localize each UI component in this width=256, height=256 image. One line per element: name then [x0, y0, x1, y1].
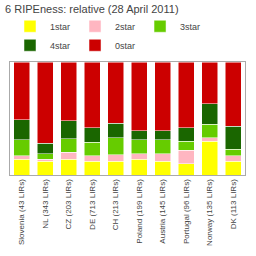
- svg-text:Norway (135 LIRs): Norway (135 LIRs): [205, 179, 214, 246]
- svg-text:6 RIPEness: relative (28 April: 6 RIPEness: relative (28 April 2011): [5, 3, 178, 15]
- svg-text:0star: 0star: [115, 41, 135, 51]
- svg-text:Austria (145 LIRs): Austria (145 LIRs): [158, 179, 167, 244]
- svg-text:Poland (199 LIRs): Poland (199 LIRs): [135, 179, 144, 244]
- svg-text:CH (213 LIRs): CH (213 LIRs): [111, 179, 120, 230]
- svg-text:1star: 1star: [50, 22, 70, 32]
- svg-text:2star: 2star: [115, 22, 135, 32]
- svg-text:4star: 4star: [50, 41, 70, 51]
- svg-text:Slovenia (43 LIRs): Slovenia (43 LIRs): [17, 179, 26, 245]
- svg-text:DE (713 LIRs): DE (713 LIRs): [88, 179, 97, 230]
- svg-text:CZ (203 LIRs): CZ (203 LIRs): [64, 179, 73, 230]
- svg-text:DK (113 LIRs): DK (113 LIRs): [229, 179, 238, 229]
- svg-text:NL (343 LIRs): NL (343 LIRs): [41, 179, 50, 229]
- svg-text:Portugal (96 LIRs): Portugal (96 LIRs): [182, 179, 191, 244]
- svg-text:3star: 3star: [180, 22, 200, 32]
